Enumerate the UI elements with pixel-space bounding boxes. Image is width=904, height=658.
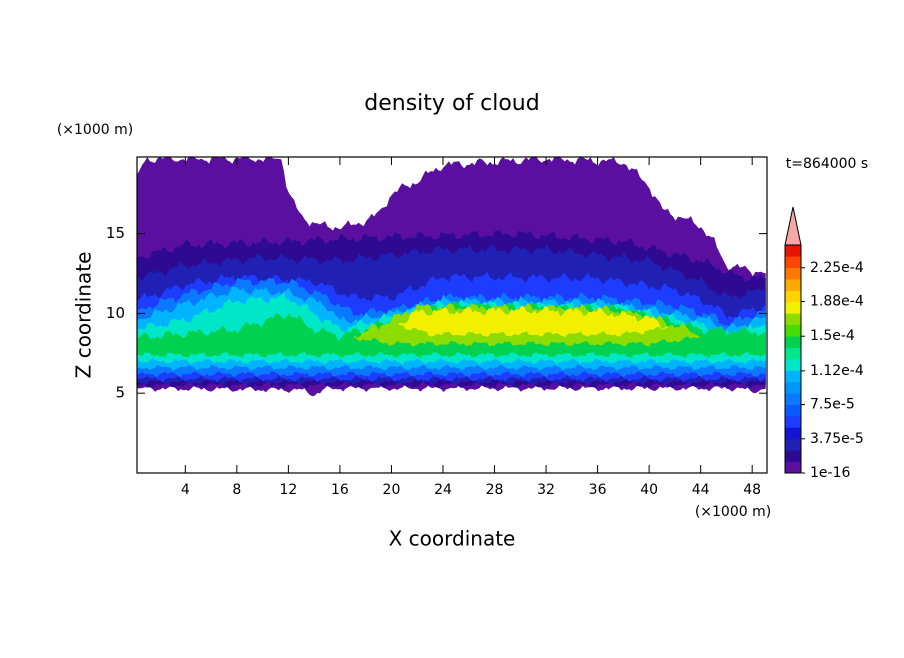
colorbar-bin: [785, 313, 801, 326]
x-tick-label: 8: [232, 482, 241, 498]
colorbar-bin: [785, 256, 801, 269]
chart-title: density of cloud: [364, 91, 539, 116]
y-tick-label: 15: [106, 224, 125, 242]
colorbar-tick-label: 7.5e-5: [810, 397, 855, 413]
x-tick-label: 12: [279, 482, 297, 498]
colorbar-bin: [785, 438, 801, 451]
y-axis-label: Z coordinate: [72, 252, 96, 379]
x-unit: (×1000 m): [695, 504, 771, 520]
colorbar-bin: [785, 302, 801, 314]
x-tick-label: 44: [692, 482, 710, 498]
colorbar-tick-label: 1.12e-4: [810, 363, 864, 379]
time-label: t=864000 s: [786, 156, 868, 172]
colorbar-bin: [785, 393, 801, 405]
colorbar-bin: [785, 267, 801, 280]
x-tick-label: 28: [486, 482, 504, 498]
x-tick-label: 48: [743, 482, 761, 498]
x-axis-label: X coordinate: [389, 527, 516, 551]
colorbar-bin: [785, 370, 801, 383]
colorbar-bin: [785, 279, 801, 291]
colorbar-tick-label: 1.88e-4: [810, 294, 864, 310]
x-tick-label: 32: [537, 482, 555, 498]
x-tick-label: 24: [434, 482, 452, 498]
y-tick-label: 5: [115, 384, 125, 402]
colorbar-bin: [785, 381, 801, 394]
contour-band: [397, 305, 669, 338]
colorbar-frame: [784, 244, 802, 474]
colorbar-bin: [785, 245, 801, 257]
colorbar-bin: [785, 290, 801, 303]
y-tick-label: 10: [106, 304, 125, 322]
x-tick-label: 36: [589, 482, 607, 498]
x-tick-label: 20: [383, 482, 401, 498]
contour-field: [137, 157, 766, 397]
colorbar-tick-label: 1.5e-4: [810, 328, 855, 344]
colorbar-bin: [785, 404, 801, 417]
y-unit: (×1000 m): [57, 122, 133, 138]
colorbar-bin: [785, 461, 801, 474]
colorbar-bin: [785, 324, 801, 337]
plot-frame: [136, 156, 768, 474]
colorbar-bin: [785, 416, 801, 428]
colorbar-bin: [785, 336, 801, 348]
colorbar-bin: [785, 359, 801, 371]
x-tick-label: 16: [331, 482, 349, 498]
colorbar-bin: [785, 450, 801, 462]
colorbar-tick-label: 3.75e-5: [810, 431, 864, 447]
x-tick-label: 40: [640, 482, 658, 498]
x-tick-label: 4: [181, 482, 190, 498]
colorbar-tick-label: 2.25e-4: [810, 260, 864, 276]
colorbar-bin: [785, 427, 801, 440]
colorbar-bin: [785, 347, 801, 360]
colorbar-tick-label: 1e-16: [810, 465, 850, 481]
